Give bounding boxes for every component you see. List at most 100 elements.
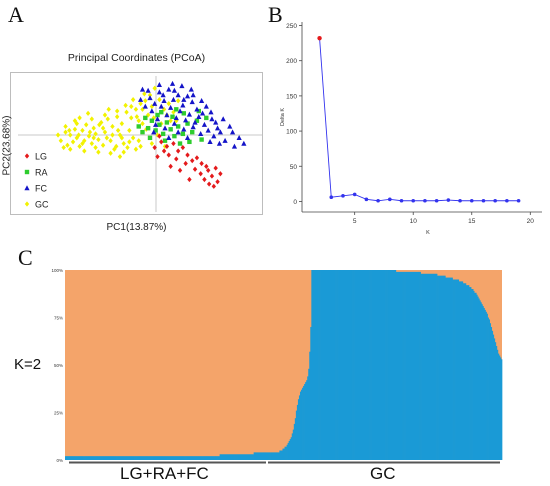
structure-bar-358	[433, 273, 436, 460]
structure-bar-267	[340, 270, 342, 460]
pcoa-point-gc-40	[157, 97, 162, 103]
structure-bar-4	[69, 456, 71, 460]
structure-bar-385	[461, 281, 464, 460]
structure-bar-301	[375, 270, 377, 460]
structure-bar-103	[171, 456, 173, 460]
structure-bar-209	[280, 450, 282, 460]
pcoa-point-gc-10	[83, 122, 89, 128]
structure-bar-82	[149, 456, 151, 460]
structure-bar-215	[286, 444, 288, 460]
structure-bar-417	[494, 342, 497, 460]
structure-bar-141	[210, 456, 212, 460]
structure-bar-12	[77, 456, 79, 460]
pcoa-point-fc-8	[180, 102, 186, 108]
delta-point-k3	[329, 195, 334, 200]
structure-bar-286	[359, 270, 362, 460]
pcoa-point-lg-15	[202, 176, 207, 183]
pcoa-point-gc-76	[80, 140, 85, 147]
structure-bar-15	[80, 456, 82, 460]
pcoa-point-gc-12	[89, 140, 95, 147]
structure-bar-402	[479, 300, 481, 460]
pcoa-point-lg-2	[171, 140, 176, 147]
structure-bar-396	[473, 290, 475, 460]
structure-bar-45	[111, 456, 113, 460]
pcoa-point-fc-5	[166, 86, 172, 92]
panel-label-a: A	[8, 2, 24, 27]
structure-bar-300	[374, 270, 376, 460]
structure-bar-118	[186, 456, 188, 460]
pcoa-point-ra-16	[204, 115, 209, 121]
structure-bar-88	[155, 456, 158, 460]
delta-point-k17	[493, 198, 497, 203]
structure-bar-399	[476, 294, 478, 460]
structure-bar-162	[231, 454, 234, 460]
structure-bar-304	[378, 270, 380, 460]
pcoa-point-gc-88	[115, 127, 121, 134]
pcoa-point-gc-29	[129, 115, 134, 121]
structure-bar-195	[265, 452, 268, 460]
structure-bar-270	[343, 270, 345, 460]
structure-bar-213	[284, 446, 286, 460]
structure-bar-224	[295, 410, 298, 460]
pcoa-point-fc-52	[220, 116, 226, 122]
pcoa-point-gc-82	[134, 114, 140, 120]
structure-bar-29	[94, 456, 97, 460]
pcoa-point-fc-31	[196, 113, 202, 119]
structure-bar-19	[84, 456, 86, 460]
pcoa-point-lg-17	[183, 160, 188, 167]
pcoa-point-gc-36	[145, 112, 151, 118]
structure-row-label: K=2	[14, 356, 42, 373]
structure-bar-330	[405, 271, 407, 460]
structure-bar-62	[128, 456, 131, 460]
structure-bar-140	[209, 456, 211, 460]
structure-bar-403	[480, 302, 482, 460]
structure-bar-297	[371, 270, 373, 460]
pcoa-point-ra-18	[162, 138, 168, 143]
structure-bar-395	[472, 289, 474, 460]
pcoa-point-gc-53	[121, 149, 126, 155]
delta-y-tick-label: 100	[286, 129, 297, 136]
structure-bar-384	[460, 281, 463, 460]
structure-bar-104	[172, 456, 174, 460]
structure-bar-219	[290, 437, 293, 460]
structure-bar-200	[271, 452, 273, 460]
structure-bar-230	[302, 387, 304, 460]
pcoa-point-gc-60	[85, 110, 91, 116]
structure-bar-259	[331, 270, 334, 460]
structure-bar-139	[208, 456, 210, 460]
pcoa-point-gc-14	[93, 131, 98, 137]
structure-bar-93	[160, 456, 163, 460]
pcoa-point-lg-14	[218, 171, 223, 177]
structure-bar-263	[336, 270, 338, 460]
pcoa-point-ra-22	[187, 139, 192, 145]
structure-bar-105	[173, 456, 175, 460]
structure-bar-344	[419, 271, 421, 460]
structure-bar-120	[188, 456, 191, 460]
structure-bar-72	[139, 456, 141, 460]
delta-line	[319, 38, 519, 202]
structure-bar-41	[107, 456, 109, 460]
pcoa-point-fc-56	[156, 82, 162, 88]
pcoa-point-ra-7	[164, 120, 170, 125]
structure-bar-351	[426, 273, 429, 460]
structure-bar-312	[386, 270, 388, 460]
structure-bar-54	[120, 456, 123, 460]
delta-point-k19	[516, 198, 521, 203]
structure-bar-379	[455, 279, 458, 460]
pcoa-point-fc-15	[213, 119, 219, 125]
structure-bar-196	[267, 452, 269, 460]
structure-bar-227	[298, 395, 301, 460]
structure-bar-409	[486, 313, 488, 460]
pcoa-point-fc-17	[222, 137, 228, 143]
structure-bar-8	[73, 456, 75, 460]
structure-bar-83	[150, 456, 152, 460]
structure-bar-86	[153, 456, 156, 460]
structure-bar-303	[377, 270, 379, 460]
structure-bar-94	[161, 456, 164, 460]
structure-bar-102	[170, 456, 172, 460]
structure-bar-210	[281, 450, 283, 460]
pcoa-point-gc-5	[72, 126, 78, 132]
delta-point-k7	[376, 198, 380, 203]
structure-bar-375	[451, 277, 453, 460]
structure-bar-128	[196, 456, 199, 460]
